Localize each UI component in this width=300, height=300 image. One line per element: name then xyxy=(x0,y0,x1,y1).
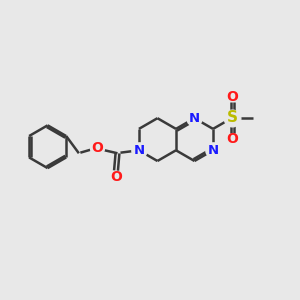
Text: O: O xyxy=(226,132,238,145)
Text: N: N xyxy=(189,112,200,125)
Text: O: O xyxy=(91,141,103,155)
Text: O: O xyxy=(110,170,122,184)
Text: N: N xyxy=(208,144,219,157)
Text: O: O xyxy=(226,90,238,104)
Text: N: N xyxy=(133,144,145,157)
Text: S: S xyxy=(227,110,238,125)
